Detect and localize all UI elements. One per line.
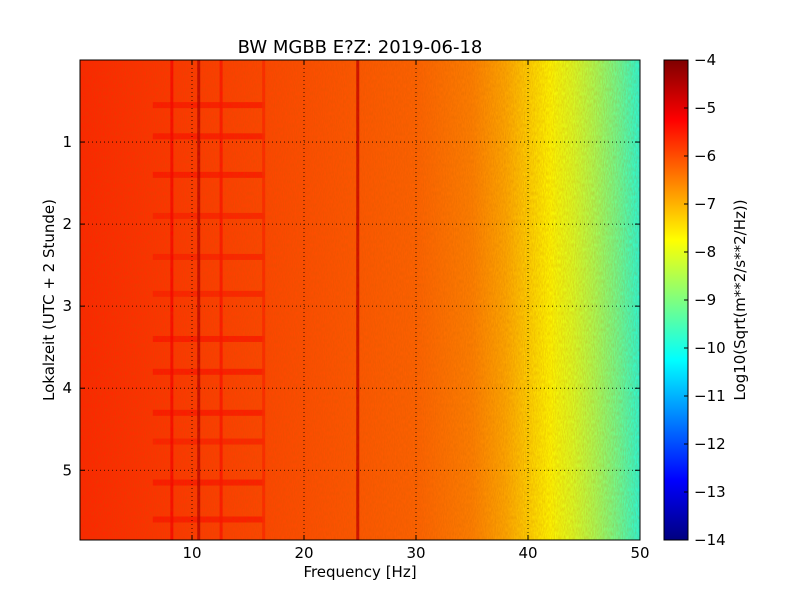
x-tick-label: 40 [518,544,537,562]
colorbar-tick-label: −7 [694,195,716,213]
colorbar-tick-label: −12 [694,435,726,453]
y-tick-label: 5 [62,461,72,479]
x-axis-label: Frequency [Hz] [303,563,416,581]
grid [80,60,640,540]
colorbar-label: Log10(Sqrt(m**2/s**2/Hz)) [731,199,749,400]
colorbar-tick-label: −5 [694,99,716,117]
colorbar-tick-label: −9 [694,291,716,309]
x-tick-label: 10 [182,544,201,562]
y-axis-label: Lokalzeit (UTC + 2 Stunde) [40,199,58,401]
plot-frame [79,59,641,541]
y-tick-label: 3 [62,297,72,315]
colorbar-tick-label: −14 [694,531,726,549]
colorbar-tick-label: −8 [694,243,716,261]
y-tick-label: 1 [62,133,72,151]
y-tick-label: 4 [62,379,72,397]
x-tick-label: 50 [630,544,649,562]
chart-title: BW MGBB E?Z: 2019-06-18 [238,37,483,58]
colorbar-tick-label: −6 [694,147,716,165]
x-axis-ticks: 10 20 30 40 50 [182,60,650,562]
y-tick-label: 2 [62,215,72,233]
x-tick-label: 20 [294,544,313,562]
colorbar-ticks: −4 −5 −6 −7 −8 −9 −10 −11 −12 −13 −14 [684,51,726,549]
colorbar: −4 −5 −6 −7 −8 −9 −10 −11 −12 −13 −14 Log10(Sqrt(m… [663,51,749,549]
colorbar-tick-label: −10 [694,339,726,357]
plot-area [80,60,640,540]
noise-texture [80,60,640,540]
colorbar-tick-label: −13 [694,483,726,501]
x-tick-label: 30 [406,544,425,562]
colorbar-tick-label: −4 [694,51,716,69]
y-axis-ticks: 1 2 3 4 5 [62,133,640,479]
colorbar-tick-label: −11 [694,387,726,405]
